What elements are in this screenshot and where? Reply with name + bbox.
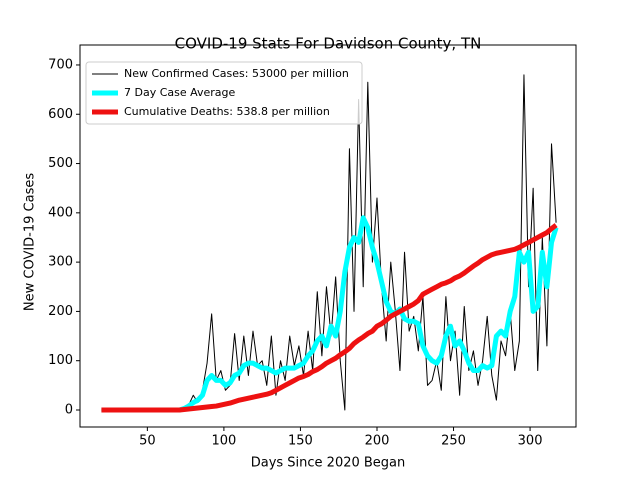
x-tick-label: 250	[441, 434, 466, 449]
plot-frame	[79, 44, 577, 428]
legend-box	[85, 61, 363, 125]
x-axis-label: Days Since 2020 Began	[251, 456, 406, 471]
y-tick-label: 700	[48, 57, 73, 72]
x-tick-label: 200	[365, 434, 390, 449]
chart-title: COVID-19 Stats For Davidson County, TN	[175, 35, 482, 53]
x-tick-label: 300	[518, 434, 543, 449]
y-tick-label: 500	[48, 156, 73, 171]
y-tick-label: 100	[48, 353, 73, 368]
y-tick-label: 0	[65, 402, 73, 417]
y-tick-label: 600	[48, 107, 73, 122]
legend-label: New Confirmed Cases: 53000 per million	[124, 67, 349, 80]
legend-label: Cumulative Deaths: 538.8 per million	[124, 105, 330, 118]
legend-label: 7 Day Case Average	[124, 86, 236, 99]
y-tick-label: 400	[48, 205, 73, 220]
x-tick-label: 100	[211, 434, 236, 449]
x-tick-label: 150	[288, 434, 313, 449]
series-line	[101, 223, 558, 413]
y-tick-label: 300	[48, 255, 73, 270]
y-tick-label: 200	[48, 304, 73, 319]
y-axis-label: New COVID-19 Cases	[23, 173, 38, 311]
x-tick-label: 50	[139, 434, 156, 449]
